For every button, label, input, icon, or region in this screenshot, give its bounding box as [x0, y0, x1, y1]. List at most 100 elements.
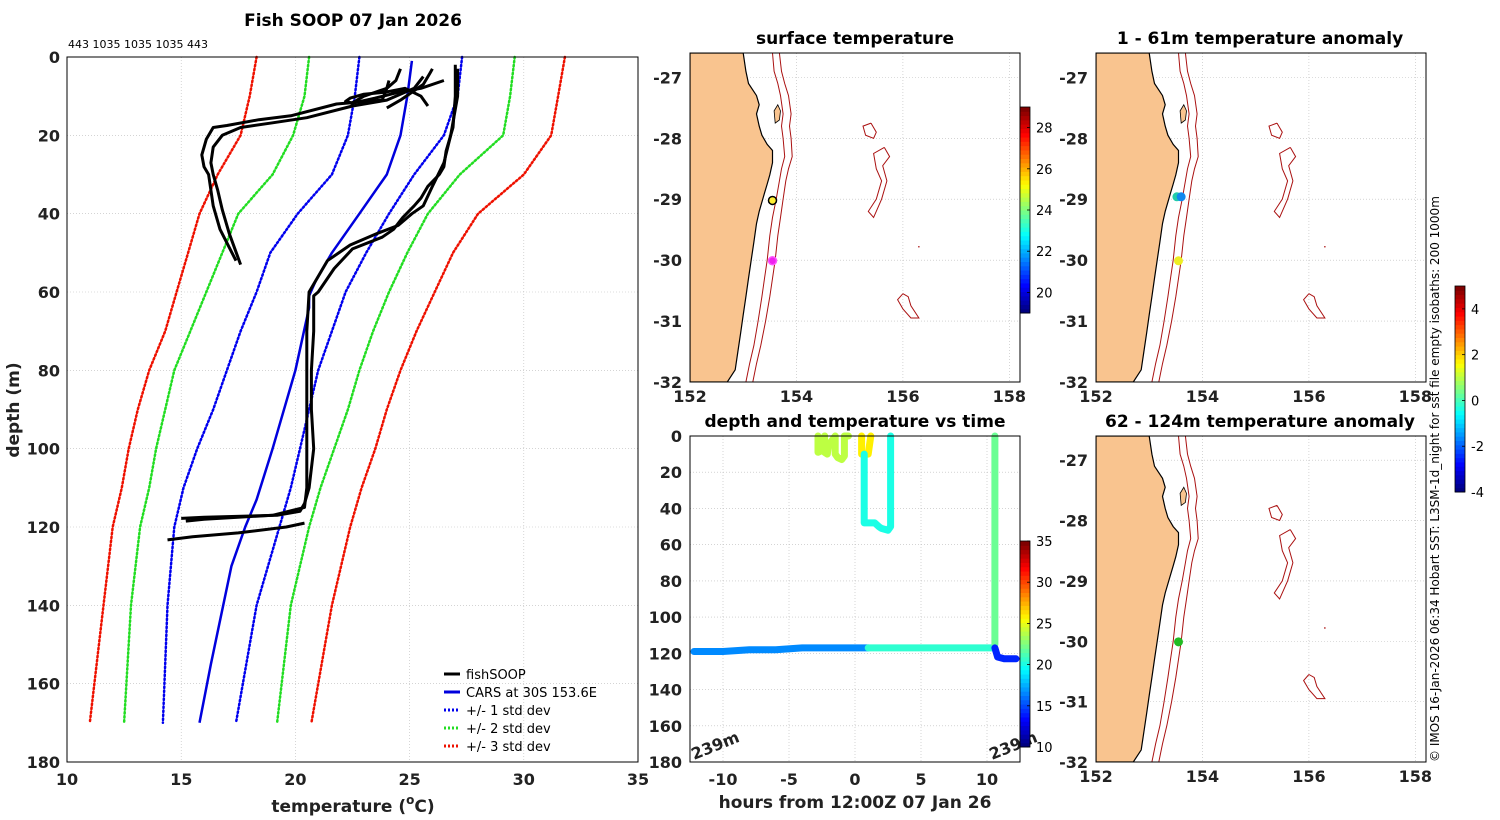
seamount-isobath: [867, 146, 891, 219]
profile-series--1-std-dev: [234, 55, 464, 725]
map-ytick-label: -29: [1059, 572, 1088, 591]
ts-segment: [690, 644, 872, 655]
anomaly-shallow-title: 1 - 61m temperature anomaly: [1117, 29, 1403, 49]
colorbar-tick-label: 25: [1036, 617, 1053, 632]
colorbar-step: [1455, 294, 1465, 300]
colorbar-step: [1020, 734, 1030, 739]
colorbar-step: [1455, 328, 1465, 334]
profile-ytick-label: 140: [27, 596, 60, 615]
profile-ytick-label: 160: [27, 675, 60, 694]
colorbar-step: [1455, 363, 1465, 369]
profile-xtick-label: 30: [513, 770, 535, 789]
colorbar-step: [1020, 227, 1030, 232]
ts-segment: [991, 644, 1020, 663]
map-ytick-label: -30: [1059, 251, 1088, 270]
colorbar-step: [1020, 691, 1030, 696]
colorbar-step: [1455, 414, 1465, 420]
map-axes-frame: [1095, 52, 1427, 383]
colorbar-step: [1020, 545, 1030, 551]
colorbar-step: [1020, 729, 1030, 735]
island: [1179, 103, 1187, 124]
colorbar-step: [1020, 613, 1030, 619]
colorbar-step: [1020, 549, 1030, 555]
isobath-1000m: [1158, 436, 1199, 762]
anomaly-shallow-map: 152 154 156 158 -27 -28 -29 -30 -31 -32: [1059, 52, 1432, 406]
ts-ytick-label: 100: [649, 608, 682, 627]
profile-ytick-label: 180: [27, 753, 60, 772]
colorbar-step: [1455, 470, 1465, 476]
map-ytick-label: -31: [1059, 312, 1088, 331]
colorbar-step: [1455, 461, 1465, 467]
colorbar-step: [1020, 162, 1030, 168]
colorbar-step: [1020, 257, 1030, 262]
profile-series-fishsoop: [185, 68, 460, 523]
colorbar-step: [1020, 704, 1030, 709]
ts-xtick-label: 10: [976, 770, 998, 789]
profile-grid: [66, 56, 639, 763]
colorbar-step: [1020, 107, 1030, 112]
profile-xtick-label: 35: [627, 770, 649, 789]
colorbar-step: [1020, 128, 1030, 134]
colorbar-step: [1455, 466, 1465, 472]
isobath-1000m: [1158, 53, 1199, 382]
colorbar-step: [1455, 290, 1465, 296]
colorbar-step: [1020, 265, 1030, 271]
colorbar-tick-label: 10: [1036, 741, 1053, 756]
colorbar-step: [1020, 300, 1030, 305]
colorbar-step: [1020, 149, 1030, 155]
map-ytick-label: -29: [1059, 190, 1088, 209]
isobath-speck: [918, 245, 920, 248]
colorbar-step: [1020, 583, 1030, 589]
colorbar-step: [1020, 252, 1030, 258]
colorbar-step: [1020, 231, 1030, 237]
xlabel-main: temperature (: [271, 797, 406, 817]
isobath-speck: [1324, 245, 1326, 248]
colorbar-step: [1455, 389, 1465, 394]
ts-ytick-label: 80: [660, 572, 682, 591]
profile-ytick-label: 120: [27, 518, 60, 537]
map-ytick-label: -27: [1059, 451, 1088, 470]
colorbar-step: [1020, 184, 1030, 190]
seamount-isobath: [1268, 122, 1283, 139]
colorbar-step: [1020, 622, 1030, 628]
colorbar-step: [1020, 270, 1030, 275]
ts-ytick-label: 120: [649, 644, 682, 663]
seamount-isobath: [1268, 504, 1283, 522]
map-ytick-label: -32: [653, 373, 682, 392]
colorbar-step: [1020, 295, 1030, 301]
map-ytick-label: -32: [1059, 753, 1088, 772]
colorbar-step: [1455, 444, 1465, 450]
colorbar-step: [1020, 579, 1030, 585]
isobath-200m: [1151, 53, 1192, 382]
map-data-point: [767, 195, 778, 206]
colorbar-step: [1455, 449, 1465, 454]
colorbar-tick-label: 20: [1036, 286, 1053, 301]
map-xtick-label: 154: [1186, 387, 1219, 406]
map-data-point: [1174, 637, 1183, 647]
colorbar-step: [1020, 235, 1030, 241]
ts-ytick-label: 0: [671, 427, 682, 446]
colorbar-step: [1020, 571, 1030, 576]
profile-ticks: 10 15 20 25 30 35 0 20 40 60 80 100 120 140 160 180: [27, 48, 650, 789]
profile-series--3-std-dev: [88, 55, 258, 725]
colorbar-step: [1020, 566, 1030, 572]
colorbar-step: [1020, 661, 1030, 666]
colorbar-step: [1020, 167, 1030, 172]
island: [1179, 486, 1187, 507]
colorbar-step: [1455, 440, 1465, 446]
colorbar-step: [1455, 483, 1465, 489]
colorbar-step: [1020, 618, 1030, 624]
colorbar-step: [1020, 639, 1030, 645]
ts-xtick-label: 0: [849, 770, 860, 789]
colorbar-step: [1020, 588, 1030, 593]
profile-series-fishsoop: [181, 64, 457, 520]
colorbar-step: [1020, 175, 1030, 181]
counts-label: 443 1035 1035 1035 443: [68, 38, 208, 51]
profile-ylabel: depth (m): [4, 362, 24, 457]
map-xtick-label: 158: [993, 387, 1026, 406]
ts-ytick-label: 20: [660, 463, 682, 482]
colorbar-step: [1455, 354, 1465, 360]
map-content: [690, 53, 1020, 382]
ts-xtick-label: -10: [709, 770, 738, 789]
colorbar-step: [1020, 652, 1030, 658]
